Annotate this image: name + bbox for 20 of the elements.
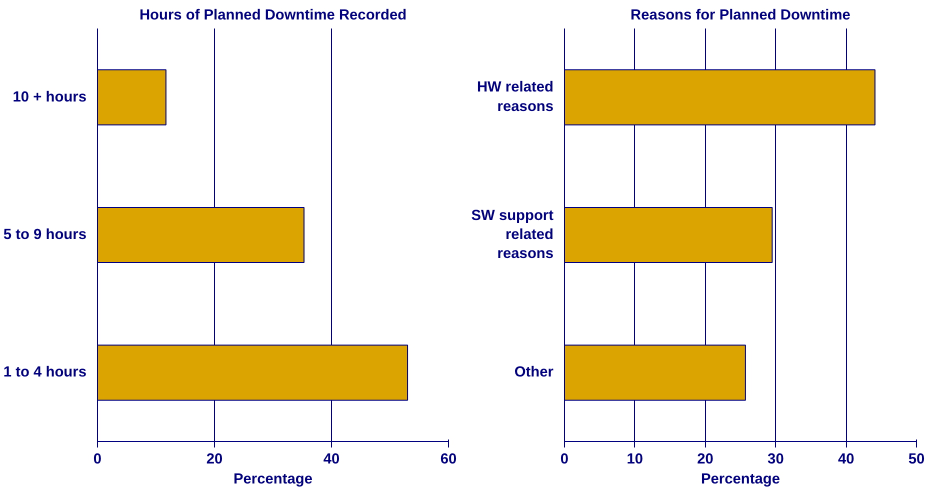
y-tick-label: HW related reasons [476,80,554,115]
x-tick-label: 20 [697,452,714,468]
x-tick-label: 30 [768,452,784,468]
x-tick-label: 0 [560,452,569,468]
y-tick-label: Other [514,364,554,381]
x-tick-label: 40 [838,452,854,468]
x-axis-title: Percentage [233,472,313,488]
y-tick-label: 5 to 9 hours [3,227,87,243]
x-tick-label: 0 [93,452,102,468]
x-tick-label: 20 [206,452,223,468]
chart-title: Hours of Planned Downtime Recorded [139,8,407,24]
y-tick-label: 10 + hours [12,89,86,106]
chart-title: Reasons for Planned Downtime [630,8,850,24]
x-axis-title: Percentage [700,472,780,488]
x-tick-label: 60 [440,452,457,468]
y-tick-label: 1 to 4 hours [3,364,87,381]
x-tick-label: 10 [626,452,644,468]
y-tick-label: SW support related reasons [471,208,554,262]
x-tick-label: 50 [908,452,925,468]
x-tick-label: 40 [323,452,340,468]
